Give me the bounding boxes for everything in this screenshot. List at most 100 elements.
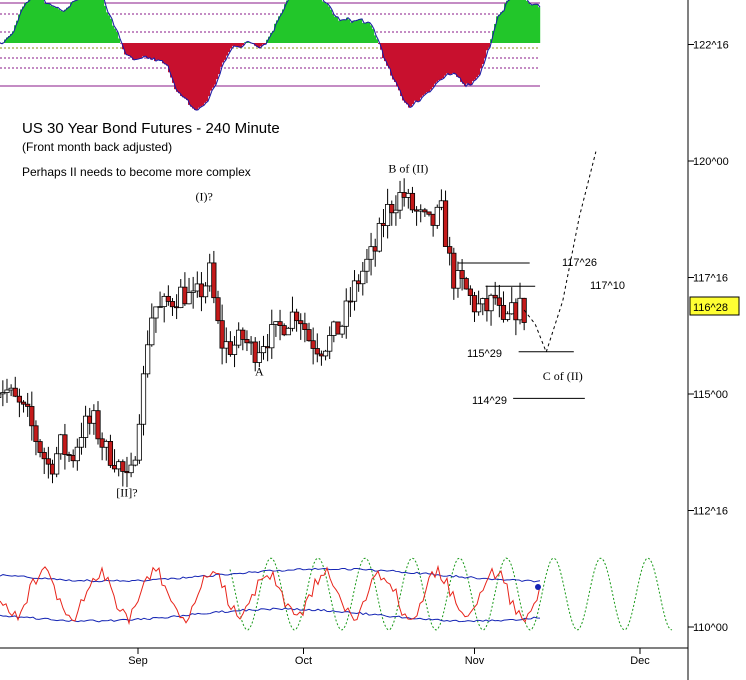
oscillator-bar [338, 20, 341, 43]
oscillator-bar [208, 43, 211, 97]
y-tick-label: 112^16 [693, 506, 728, 518]
candle-body [157, 306, 163, 309]
oscillator-bar [236, 43, 239, 47]
annotations: US 30 Year Bond Futures - 240 Minute (Fr… [22, 120, 583, 500]
candle-body [488, 294, 494, 312]
oscillator-bar [504, 3, 507, 43]
candle-body [211, 262, 217, 299]
oscillator-bar [192, 43, 195, 109]
candle-body [310, 340, 316, 349]
oscillator-bar [228, 43, 231, 53]
oscillator-bar [238, 43, 241, 48]
wave-label: C of (II) [543, 369, 583, 383]
oscillator-bar [312, 0, 315, 43]
oscillator-bar [522, 0, 525, 43]
candle-body [128, 464, 134, 474]
oscillator-bar [430, 43, 433, 90]
oscillator-bar [428, 43, 431, 92]
y-tick-label: 117^16 [693, 273, 728, 285]
oscillator-bar [22, 6, 25, 44]
oscillator-bar [488, 43, 491, 48]
oscillator-bar [268, 36, 271, 43]
chart-subtitle: (Front month back adjusted) [22, 140, 172, 154]
oscillator-bar [426, 43, 429, 93]
oscillator-bar [388, 43, 391, 69]
oscillator-bar [106, 12, 109, 43]
oscillator-bar [170, 43, 173, 78]
oscillator-bar [214, 43, 217, 85]
oscillator-bar [472, 43, 475, 81]
oscillator-bar [314, 0, 317, 44]
oscillator-bar [384, 43, 387, 62]
oscillator-bar [120, 43, 123, 44]
oscillator-bar [516, 0, 519, 43]
momentum-endpoint [535, 584, 541, 590]
oscillator-bar [216, 43, 219, 80]
oscillator-bar [506, 0, 509, 43]
oscillator-bar [28, 0, 31, 43]
oscillator-bar [394, 43, 397, 82]
oscillator-bar [326, 4, 329, 43]
oscillator-bar [280, 13, 283, 43]
oscillator-bar [130, 43, 133, 58]
candle-body [467, 288, 473, 296]
candle-body [496, 297, 502, 306]
oscillator-bar [128, 43, 131, 56]
oscillator-bar [468, 43, 471, 85]
oscillator-bar [508, 0, 511, 44]
oscillator-bar [102, 0, 105, 43]
oscillator-bar [116, 32, 119, 43]
candle-body [240, 329, 246, 340]
candle-body [360, 270, 366, 285]
oscillator-bar [54, 7, 57, 43]
oscillator-bar [304, 0, 307, 43]
candle-body [78, 437, 85, 448]
candle-body [505, 313, 511, 320]
oscillator-bar [182, 43, 185, 98]
oscillator-bar [378, 43, 381, 44]
oscillator-bar [84, 0, 87, 43]
oscillator-bar [24, 3, 27, 43]
oscillator-bar [202, 43, 205, 106]
momentum-line [0, 564, 541, 626]
oscillator-bar [168, 43, 171, 73]
oscillator-bar [144, 43, 147, 57]
oscillator-bar [398, 43, 401, 91]
oscillator-bar [220, 43, 223, 67]
oscillator-bar [526, 1, 529, 43]
oscillator-bar [408, 43, 411, 108]
oscillator-bar [358, 19, 361, 43]
oscillator-bar [316, 0, 319, 43]
oscillator-bar [68, 6, 71, 43]
candle-body [153, 306, 159, 319]
candle-body [4, 389, 10, 393]
oscillator-bar [62, 11, 65, 43]
oscillator-bar [436, 43, 439, 82]
oscillator-bar [328, 6, 331, 44]
oscillator-bar [416, 43, 419, 102]
oscillator-bar [36, 0, 39, 44]
oscillator-bar [256, 43, 259, 47]
oscillator-bar [442, 43, 445, 79]
oscillator-bar [40, 0, 43, 43]
oscillator-bar [34, 0, 37, 44]
candle-body [0, 392, 6, 395]
candle-body [132, 459, 138, 466]
oscillator-bar [306, 0, 309, 43]
oscillator-bar [270, 32, 273, 43]
oscillator-bar [530, 5, 533, 43]
oscillator-bar [532, 4, 535, 43]
oscillator-bar [414, 43, 417, 101]
oscillator-bar [440, 43, 443, 80]
y-tick-label: 110^00 [693, 622, 728, 634]
candle-body [298, 320, 304, 325]
candle-body [219, 320, 225, 349]
oscillator-bar [16, 20, 19, 43]
oscillator-bar [86, 0, 89, 43]
oscillator-bar [244, 42, 247, 43]
oscillator-bar [352, 20, 355, 43]
oscillator-bar [294, 0, 297, 43]
oscillator-bar [88, 0, 91, 43]
oscillator-bar [196, 43, 199, 110]
